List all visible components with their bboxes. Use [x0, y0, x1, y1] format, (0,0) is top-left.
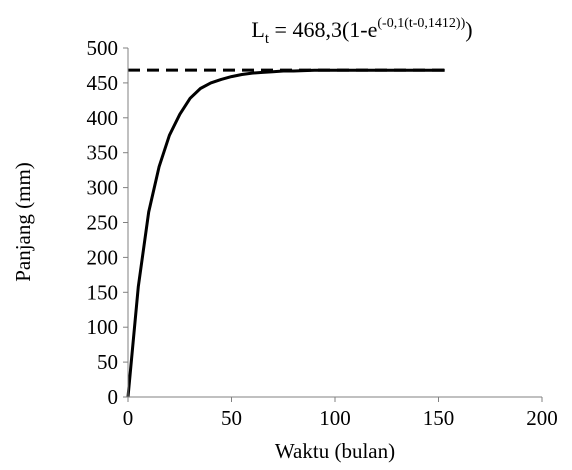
x-axis-title: Waktu (bulan) — [275, 439, 395, 463]
title-prefix: L — [251, 17, 264, 42]
y-tick-label: 200 — [87, 245, 119, 269]
y-tick-label: 500 — [87, 36, 119, 60]
y-tick-label: 450 — [87, 71, 119, 95]
x-tick-label: 0 — [123, 406, 134, 430]
x-axis-ticks: 0 50 100 150 200 — [123, 397, 558, 430]
x-tick-label: 200 — [526, 406, 558, 430]
plot-area — [126, 68, 445, 398]
y-axis-ticks: 0 50 100 150 200 250 300 350 400 450 500 — [87, 36, 128, 409]
y-tick-label: 100 — [87, 315, 119, 339]
y-tick-label: 0 — [108, 385, 119, 409]
y-tick-label: 250 — [87, 211, 119, 235]
x-tick-label: 50 — [221, 406, 242, 430]
chart-title: Lt = 468,3(1-e(-0,1(t-0,1412))) — [251, 16, 472, 47]
title-main: = 468,3(1-e — [269, 17, 377, 42]
y-tick-label: 350 — [87, 141, 119, 165]
x-tick-label: 150 — [423, 406, 455, 430]
y-tick-label: 50 — [97, 350, 118, 374]
title-superscript: (-0,1(t-0,1412)) — [377, 16, 465, 31]
title-suffix: ) — [465, 17, 472, 42]
y-tick-label: 300 — [87, 176, 119, 200]
x-tick-label: 100 — [319, 406, 351, 430]
y-tick-label: 150 — [87, 280, 119, 304]
y-tick-label: 400 — [87, 106, 119, 130]
title-subscript: t — [265, 31, 270, 47]
y-axis-title: Panjang (mm) — [11, 162, 35, 282]
growth-curve-line — [126, 68, 445, 398]
